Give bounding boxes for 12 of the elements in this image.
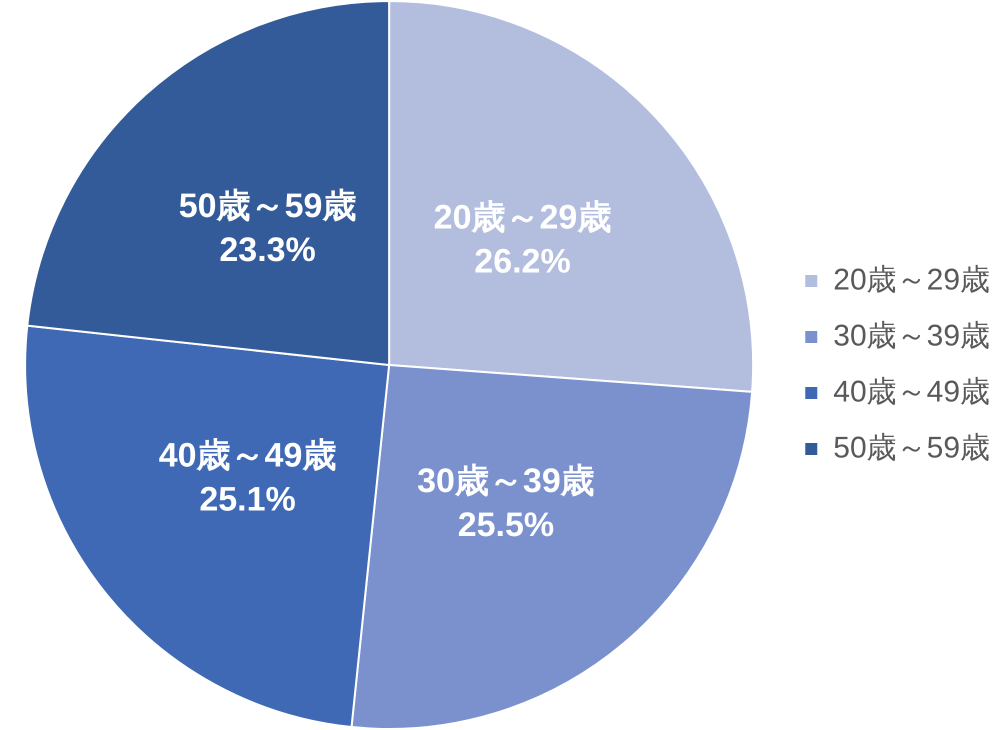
data-label: 26.2%: [474, 242, 571, 281]
legend-label: 20歳～29歳: [833, 263, 990, 296]
data-label: 25.1%: [199, 480, 296, 519]
slice-label: 20歳～29歳: [434, 198, 612, 237]
slice-label: 30歳～39歳: [417, 462, 595, 500]
slice-label: 40歳～49歳: [158, 436, 336, 475]
data-label: 25.5%: [458, 506, 554, 544]
legend-label: 30歳～39歳: [833, 319, 990, 352]
legend-label: 50歳～59歳: [833, 431, 990, 464]
legend-label: 40歳～49歳: [833, 375, 990, 408]
data-label: 23.3%: [219, 230, 316, 269]
slice-label: 50歳～59歳: [178, 186, 356, 225]
